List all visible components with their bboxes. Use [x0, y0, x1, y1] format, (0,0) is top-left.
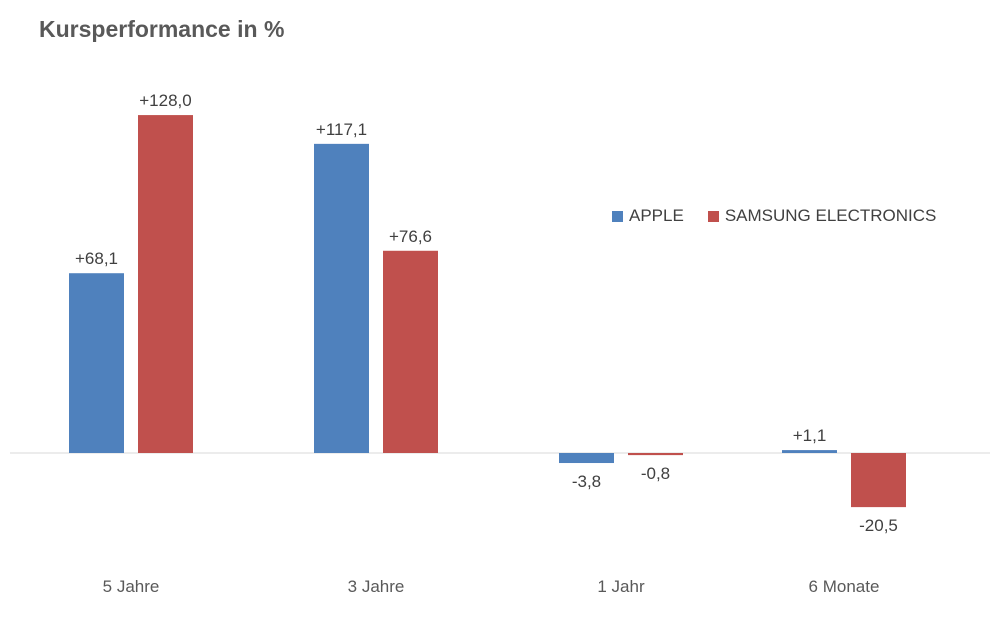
data-label-samsung-3: -20,5: [859, 516, 898, 535]
data-label-apple-2: -3,8: [572, 472, 601, 491]
data-label-samsung-1: +76,6: [389, 227, 432, 246]
data-label-apple-0: +68,1: [75, 249, 118, 268]
chart-title: Kursperformance in %: [39, 16, 285, 42]
legend-swatch-apple: [612, 210, 623, 222]
bar-samsung-0: [138, 115, 193, 453]
bar-apple-3: [782, 450, 837, 453]
legend-swatch-samsung: [707, 210, 719, 222]
legend-item-apple: APPLE: [612, 206, 684, 226]
legend-item-samsung: SAMSUNG ELECTRONICS: [707, 206, 937, 226]
category-label-0: 5 Jahre: [103, 577, 160, 596]
bar-apple-1: [314, 143, 369, 453]
bar-apple-0: [69, 273, 124, 453]
category-label-2: 1 Jahr: [597, 577, 645, 596]
bar-apple-2: [559, 453, 614, 464]
legend-label-apple: APPLE: [629, 206, 684, 225]
data-label-apple-3: +1,1: [793, 426, 827, 445]
category-label-1: 3 Jahre: [348, 577, 405, 596]
data-label-apple-1: +117,1: [316, 120, 367, 139]
legend: APPLE SAMSUNG ELECTRONICS: [612, 206, 960, 226]
legend-label-samsung: SAMSUNG ELECTRONICS: [724, 206, 937, 225]
data-label-samsung-0: +128,0: [139, 91, 191, 110]
bar-samsung-1: [383, 250, 438, 453]
bar-samsung-2: [628, 453, 683, 456]
category-label-3: 6 Monate: [809, 577, 880, 596]
bar-samsung-3: [851, 453, 906, 508]
data-label-samsung-2: -0,8: [641, 464, 670, 483]
